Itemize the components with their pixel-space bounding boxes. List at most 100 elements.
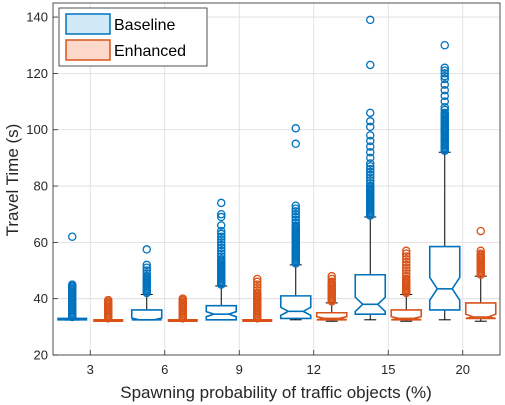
outlier-point [401,255,411,264]
outlier-point [291,212,300,222]
outlier-point [291,124,300,133]
outlier-point [476,249,485,258]
plot-frame [52,2,501,356]
box-baseline-20 [428,40,461,321]
box-body [205,304,238,321]
outlier-point [291,218,300,227]
outlier-point [440,71,449,81]
outlier-point [365,122,375,132]
box-baseline-15 [354,15,387,321]
outlier-point [365,142,375,151]
box-body [390,309,423,321]
y-tick-label: 60 [34,235,48,250]
outlier-point [401,252,411,261]
outlier-point [365,60,375,70]
outlier-point [291,209,300,219]
box-body [354,273,387,315]
outlier-point [365,164,375,174]
outlier-point [216,209,226,219]
outlier-point [401,257,411,267]
box-enhanced-15 [390,246,423,322]
y-axis-label: Travel Time (s) [3,124,22,237]
outlier-point [216,232,226,241]
outlier-point [216,198,226,208]
outlier-point [440,97,449,106]
legend: Baseline Enhanced [58,7,208,67]
x-tick-label: 6 [161,362,168,377]
outlier-point [365,136,375,146]
outlier-point [440,80,449,89]
outlier-point [365,108,375,118]
legend-label-baseline: Baseline [114,17,175,34]
y-tick-label: 140 [26,10,48,25]
x-tick-label: 3 [87,362,94,377]
outlier-point [104,295,113,305]
outlier-point [216,226,226,236]
y-tick-label: 80 [34,179,48,194]
outlier-point [365,173,375,182]
x-tick-label: 12 [307,362,321,377]
outlier-point [440,69,449,78]
outlier-point [291,139,300,149]
x-tick-label: 9 [236,362,243,377]
outlier-point [216,212,226,222]
box-enhanced-6 [167,294,198,323]
outlier-point [252,280,262,289]
outlier-point [365,181,375,191]
outlier-point [365,15,375,25]
outlier-point [291,221,300,230]
box-enhanced-3 [93,295,124,323]
outlier-point [178,294,187,303]
legend-label-enhanced: Enhanced [114,43,186,60]
outlier-point [440,66,449,75]
outlier-point [401,246,411,256]
outlier-point [252,288,262,298]
box-body [464,302,497,320]
box-body [428,245,461,311]
outlier-point [401,249,411,258]
outlier-point [252,277,262,287]
outlier-point [327,271,336,281]
outlier-point [440,91,449,101]
x-tick-label: 15 [381,362,395,377]
outlier-point [216,221,226,230]
outlier-point [365,159,375,168]
outlier-point [327,277,336,287]
outlier-point [401,271,411,281]
outlier-point [216,252,226,261]
outlier-point [252,283,262,292]
outlier-point [142,245,151,254]
box-baseline-12 [279,124,312,321]
outlier-point [365,167,375,177]
outlier-point [476,246,485,256]
outlier-point [365,176,375,185]
outlier-point [216,229,226,239]
x-axis-label: Spawning probability of traffic objects … [120,383,432,402]
box-baseline-9 [205,198,238,321]
box-series [57,15,497,323]
y-axis-ticks: 20 40 60 80 100 120 140 [26,10,58,363]
outlier-point [68,280,77,289]
outlier-point [440,102,449,112]
outlier-point [327,274,336,284]
y-tick-label: 40 [34,291,48,306]
outlier-point [476,226,485,236]
outlier-point [68,232,77,241]
outlier-point [216,246,226,256]
outlier-point [142,269,151,278]
outlier-point [142,263,151,272]
y-tick-label: 20 [34,348,48,363]
outlier-point [365,147,375,157]
outlier-point [291,215,300,225]
outlier-point [440,105,449,115]
outlier-point [401,266,411,275]
box-baseline-6 [130,245,163,321]
outlier-point [440,63,449,73]
outlier-point [401,260,411,270]
box-body [130,309,163,321]
outlier-point [216,238,226,247]
box-enhanced-20 [464,226,497,322]
outlier-point [216,255,226,264]
outlier-point [440,86,449,95]
